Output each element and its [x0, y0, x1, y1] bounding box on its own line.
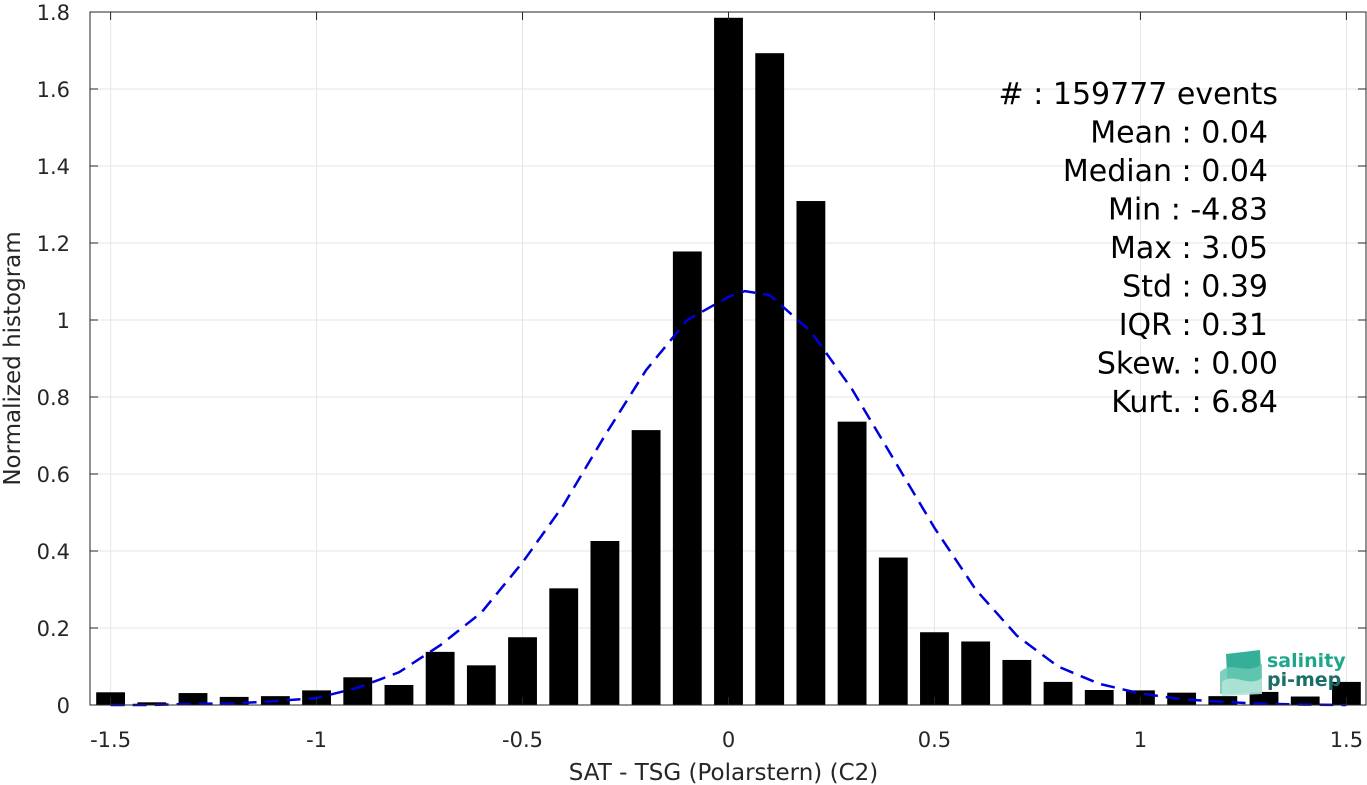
histogram-bar: [1290, 696, 1320, 705]
y-tick-label: 0: [57, 694, 70, 718]
histogram-bar: [1331, 681, 1361, 705]
y-tick-label: 0.2: [37, 617, 70, 641]
y-tick-label: 1: [57, 309, 70, 333]
histogram-bar: [1002, 659, 1032, 705]
histogram-bar: [755, 53, 785, 705]
histogram-bar: [672, 251, 702, 705]
histogram-bars: [96, 17, 1361, 705]
x-tick-label: -1: [306, 728, 327, 752]
y-tick-label: 1.4: [37, 155, 70, 179]
histogram-bar: [631, 430, 661, 705]
histogram-bar: [1043, 681, 1073, 705]
histogram-bar: [714, 17, 743, 705]
histogram-bar: [549, 588, 579, 705]
x-axis-label: SAT - TSG (Polarstern) (C2): [569, 760, 878, 785]
histogram-bar: [508, 637, 537, 705]
x-axis-ticks: -1.5 -1 -0.5 0 0.5 1 1.5: [90, 12, 1363, 752]
y-tick-label: 1.6: [37, 78, 70, 102]
histogram-bar: [137, 702, 167, 705]
x-tick-label: -1.5: [90, 728, 131, 752]
histogram-bar: [466, 665, 496, 705]
logo-line-2: pi-mep: [1267, 669, 1341, 691]
histogram-bar: [178, 693, 208, 705]
stat-line: IQR : 0.31: [1119, 308, 1268, 343]
histogram-bar: [1167, 692, 1197, 705]
x-tick-label: -0.5: [502, 728, 543, 752]
histogram-bar: [1208, 696, 1238, 705]
x-tick-label: 1.5: [1330, 728, 1363, 752]
normal-fit-curve: [110, 289, 1347, 707]
histogram-bar: [343, 677, 373, 705]
y-axis-ticks: 0 0.2 0.4 0.6 0.8 1 1.2 1.4 1.6 1.8: [37, 1, 1366, 718]
histogram-bar: [837, 421, 867, 705]
histogram-bar: [590, 540, 620, 705]
y-tick-label: 1.8: [37, 1, 70, 25]
histogram-bar: [1249, 691, 1279, 705]
stat-line: Median : 0.04: [1063, 154, 1268, 189]
histogram-bar: [920, 632, 949, 705]
salinity-pi-mep-logo: salinity pi-mep: [1220, 650, 1346, 696]
histogram-bar: [219, 696, 249, 705]
stat-line: Mean : 0.04: [1090, 116, 1268, 151]
wave-logo-icon: [1220, 650, 1262, 696]
histogram-bar: [1084, 689, 1114, 705]
histogram-bar: [425, 651, 455, 705]
y-tick-label: 1.2: [37, 232, 70, 256]
histogram-bar: [384, 684, 414, 705]
stat-line: Std : 0.39: [1122, 270, 1268, 305]
y-axis-label: Normalized histogram: [0, 231, 26, 485]
y-tick-label: 0.6: [37, 463, 70, 487]
stat-line: Skew. : 0.00: [1097, 347, 1278, 382]
y-tick-label: 0.4: [37, 540, 70, 564]
stat-line: Kurt. : 6.84: [1111, 385, 1278, 420]
logo-line-1: salinity: [1267, 650, 1346, 672]
stat-line: Min : -4.83: [1108, 193, 1268, 228]
x-tick-label: 0: [722, 728, 735, 752]
x-tick-label: 1: [1134, 728, 1147, 752]
histogram-bar: [961, 641, 991, 705]
stat-line: # : 159777 events: [999, 77, 1278, 112]
x-tick-label: 0.5: [918, 728, 951, 752]
stat-line: Max : 3.05: [1110, 231, 1268, 266]
histogram-bar: [878, 557, 908, 705]
y-tick-label: 0.8: [37, 386, 70, 410]
histogram-bar: [796, 201, 826, 705]
